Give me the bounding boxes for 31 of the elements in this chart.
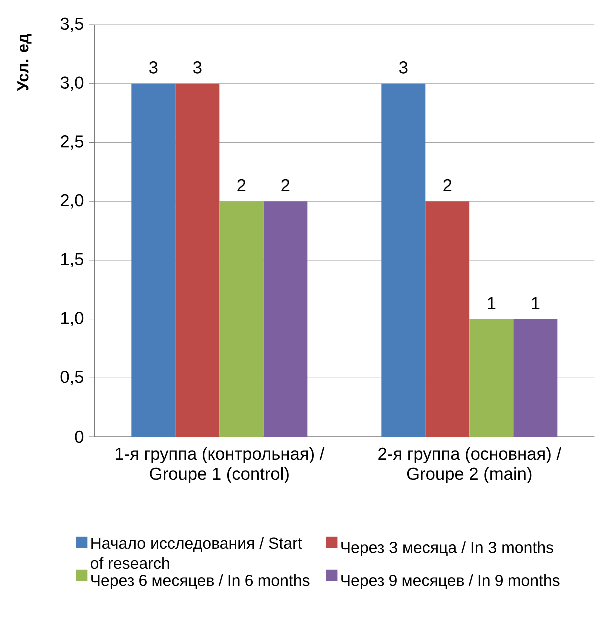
bar — [176, 84, 220, 437]
bar — [514, 319, 558, 437]
data-label: 2 — [282, 179, 290, 192]
data-label: 2 — [444, 179, 452, 192]
y-tick-label: 3,5 — [60, 18, 84, 32]
y-tick-label: 0 — [75, 430, 84, 444]
bar — [264, 202, 308, 437]
x-tick-label: 2-я группа (основная) / Groupe 2 (main) — [378, 447, 562, 484]
x-tick-label: 1-я группа (контрольная) / Groupe 1 (control) — [116, 447, 325, 484]
bar — [132, 84, 176, 437]
y-axis-title: Усл. ед — [18, 34, 32, 92]
data-label: 3 — [400, 62, 408, 74]
y-tick-label: 1,5 — [61, 253, 84, 268]
data-label: 3 — [194, 62, 202, 74]
legend-label: Через 3 месяца / In 3 months — [342, 542, 554, 556]
data-label: 3 — [150, 62, 158, 74]
y-tick-label: 2,5 — [61, 136, 84, 150]
y-tick-label: 1,0 — [61, 312, 84, 326]
data-label: 1 — [532, 297, 540, 310]
bar — [470, 319, 514, 437]
y-tick-label: 0,5 — [60, 370, 84, 386]
bar — [426, 202, 470, 437]
bar — [220, 202, 264, 437]
legend-label: Через 9 месяцев / In 9 months — [342, 574, 560, 590]
y-tick-label: 2,0 — [61, 194, 84, 209]
data-label: 2 — [238, 179, 246, 192]
data-label: 1 — [488, 297, 496, 310]
y-tick-label: 3,0 — [60, 76, 84, 92]
bar — [382, 84, 426, 437]
legend-label: Через 6 месяцев / In 6 months — [92, 574, 310, 590]
legend-label: Начало исследования / Start of research — [91, 537, 302, 570]
